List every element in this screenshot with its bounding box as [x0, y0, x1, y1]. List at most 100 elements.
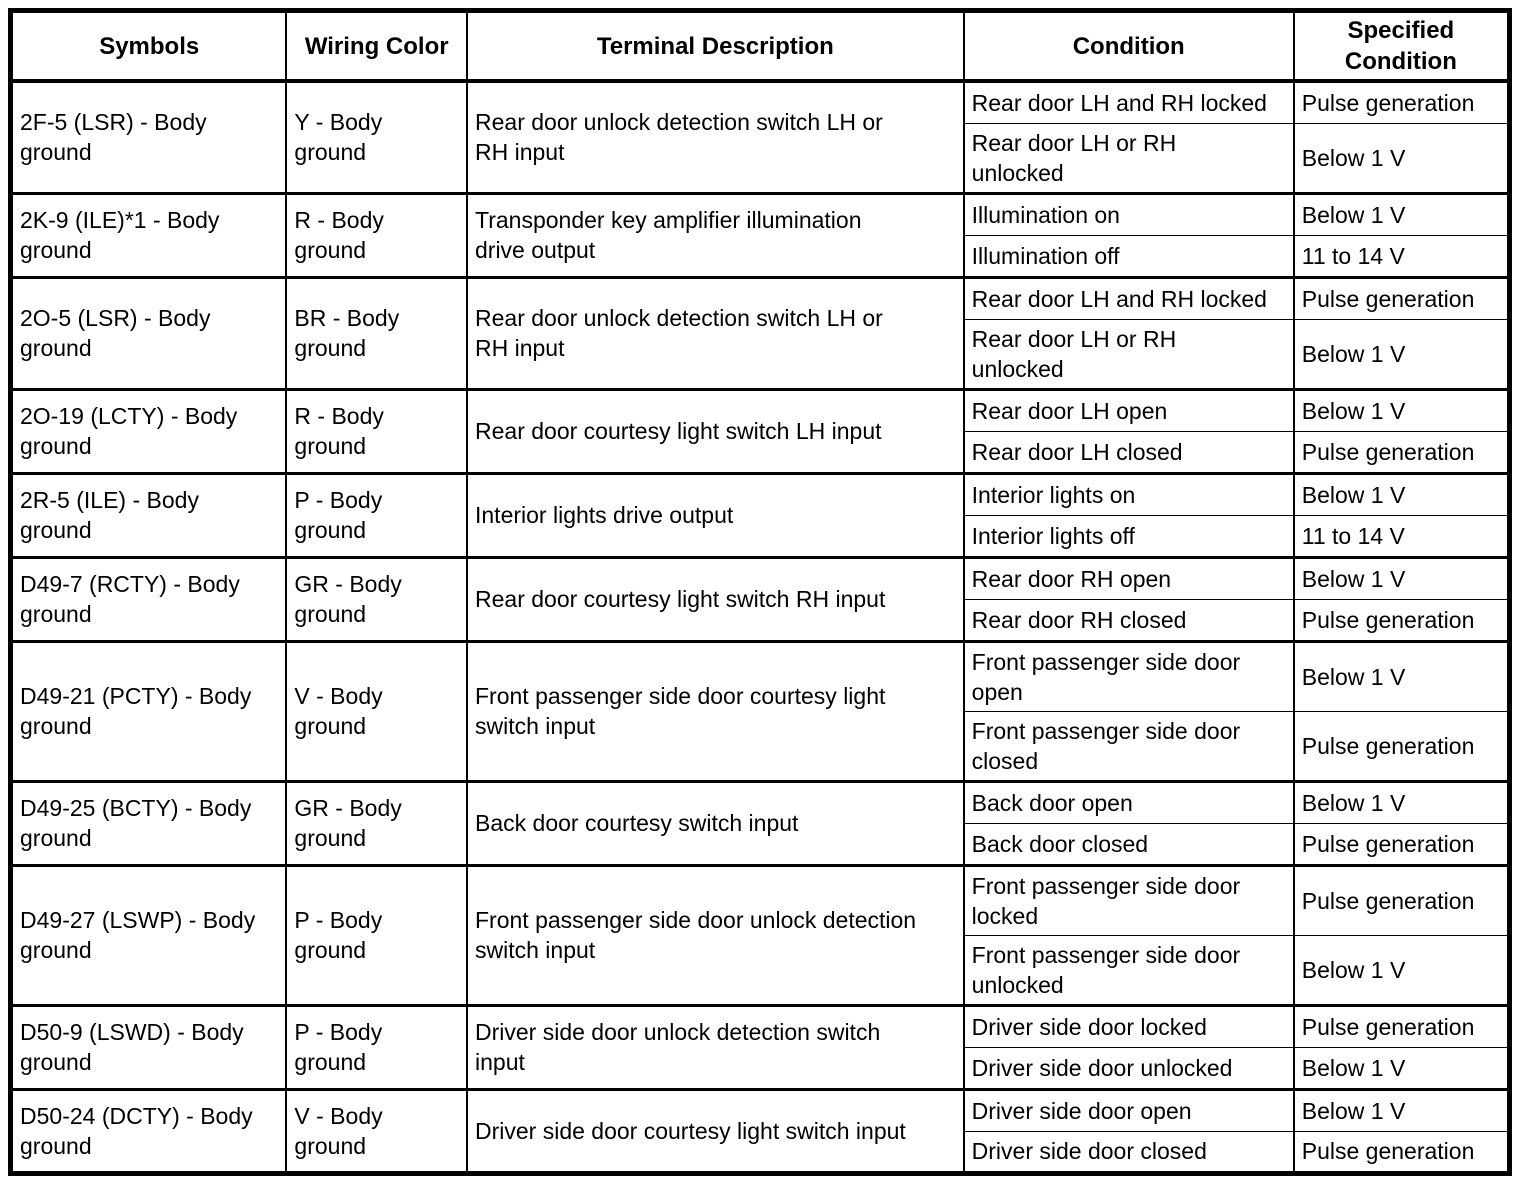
symbol-cell: D49-27 (LSWP) - Body ground [9, 863, 288, 1006]
condition-cell: Front passenger side door closed [962, 710, 1295, 782]
header-row: Symbols Wiring Color Terminal Descriptio… [9, 10, 1511, 83]
condition-cell: Driver side door locked [962, 1003, 1295, 1048]
wiring-color-cell: Y - Body ground [285, 79, 468, 194]
terminal-description-cell: Interior lights drive output [466, 471, 965, 558]
specified-condition-cell: 11 to 14 V [1292, 234, 1511, 278]
specified-condition-cell: Pulse generation [1292, 822, 1511, 866]
condition-cell: Front passenger side door unlocked [962, 934, 1295, 1006]
specified-condition-cell: Below 1 V [1292, 387, 1511, 432]
wiring-color-cell: P - Body ground [285, 1003, 468, 1090]
table-row: 2O-19 (LCTY) - Body ground R - Body grou… [9, 387, 1511, 474]
symbol-cell: D49-25 (BCTY) - Body ground [9, 779, 288, 866]
wiring-color-cell: P - Body ground [285, 471, 468, 558]
terminal-description-cell: Rear door courtesy light switch LH input [466, 387, 965, 474]
column-header-symbols: Symbols [9, 10, 288, 83]
symbol-cell: D49-7 (RCTY) - Body ground [9, 555, 288, 642]
condition-cell: Illumination on [962, 191, 1295, 236]
table-row: Front passenger side door unlocked Below… [11, 934, 1511, 1006]
specified-condition-cell: Below 1 V [1292, 934, 1511, 1006]
table-row: Driver side door unlocked Below 1 V [11, 1046, 1511, 1090]
table-row: D49-7 (RCTY) - Body ground GR - Body gro… [9, 555, 1511, 642]
condition-cell: Rear door LH and RH locked [962, 79, 1295, 124]
table-row: 2F-5 (LSR) - Body ground Y - Body ground… [9, 79, 1511, 194]
condition-cell: Rear door LH closed [962, 430, 1295, 474]
wiring-color-cell: V - Body ground [285, 1087, 468, 1174]
table-row: 2R-5 (ILE) - Body ground P - Body ground… [9, 471, 1511, 558]
table-row: D49-27 (LSWP) - Body ground P - Body gro… [9, 863, 1511, 1006]
terminal-description-cell: Front passenger side door unlock detecti… [466, 863, 965, 1006]
wiring-color-cell: V - Body ground [285, 639, 468, 782]
specified-condition-cell: Pulse generation [1292, 275, 1511, 320]
condition-cell: Back door closed [962, 822, 1295, 866]
table-row: Driver side door closed Pulse generation [11, 1130, 1511, 1174]
column-header-condition: Condition [962, 10, 1295, 83]
terminal-description-cell: Rear door unlock detection switch LH or … [466, 79, 965, 194]
table-row: Back door closed Pulse generation [11, 822, 1511, 866]
specified-condition-cell: Below 1 V [1292, 1087, 1511, 1132]
symbol-cell: 2O-5 (LSR) - Body ground [9, 275, 288, 390]
condition-cell: Rear door LH and RH locked [962, 275, 1295, 320]
condition-cell: Rear door LH or RH unlocked [962, 318, 1295, 390]
condition-cell: Illumination off [962, 234, 1295, 278]
condition-cell: Rear door RH open [962, 555, 1295, 600]
table-row: D49-21 (PCTY) - Body ground V - Body gro… [9, 639, 1511, 782]
table-row: D50-24 (DCTY) - Body ground V - Body gro… [9, 1087, 1511, 1174]
specified-condition-cell: Pulse generation [1292, 79, 1511, 124]
terminal-description-cell: Transponder key amplifier illumination d… [466, 191, 965, 278]
column-header-specified-condition: Specified Condition [1292, 10, 1511, 83]
wiring-color-cell: GR - Body ground [285, 555, 468, 642]
table-row: D50-9 (LSWD) - Body ground P - Body grou… [9, 1003, 1511, 1090]
terminal-description-cell: Driver side door unlock detection switch… [466, 1003, 965, 1090]
specified-condition-cell: Below 1 V [1292, 1046, 1511, 1090]
table-row: Front passenger side door closed Pulse g… [11, 710, 1511, 782]
condition-cell: Driver side door unlocked [962, 1046, 1295, 1090]
column-header-terminal-description: Terminal Description [466, 10, 965, 83]
specified-condition-cell: Below 1 V [1292, 779, 1511, 824]
specified-condition-cell: Below 1 V [1292, 191, 1511, 236]
wiring-color-cell: R - Body ground [285, 191, 468, 278]
wiring-color-cell: P - Body ground [285, 863, 468, 1006]
symbol-cell: D50-24 (DCTY) - Body ground [9, 1087, 288, 1174]
condition-cell: Rear door LH open [962, 387, 1295, 432]
column-header-wiring-color: Wiring Color [285, 10, 468, 83]
condition-cell: Driver side door open [962, 1087, 1295, 1132]
symbol-cell: 2K-9 (ILE)*1 - Body ground [9, 191, 288, 278]
terminal-description-cell: Back door courtesy switch input [466, 779, 965, 866]
specified-condition-cell: Below 1 V [1292, 318, 1511, 390]
condition-cell: Back door open [962, 779, 1295, 824]
terminal-description-cell: Rear door courtesy light switch RH input [466, 555, 965, 642]
specified-condition-cell: Pulse generation [1292, 430, 1511, 474]
specified-condition-cell: 11 to 14 V [1292, 514, 1511, 558]
symbol-cell: D50-9 (LSWD) - Body ground [9, 1003, 288, 1090]
table-row: Illumination off 11 to 14 V [11, 234, 1511, 278]
specified-condition-cell: Below 1 V [1292, 639, 1511, 712]
wiring-color-cell: BR - Body ground [285, 275, 468, 390]
symbol-cell: D49-21 (PCTY) - Body ground [9, 639, 288, 782]
specified-condition-cell: Pulse generation [1292, 710, 1511, 782]
specified-condition-cell: Below 1 V [1292, 555, 1511, 600]
specified-condition-cell: Pulse generation [1292, 1003, 1511, 1048]
condition-cell: Rear door RH closed [962, 598, 1295, 642]
condition-cell: Interior lights on [962, 471, 1295, 516]
condition-cell: Rear door LH or RH unlocked [962, 122, 1295, 194]
wiring-color-cell: R - Body ground [285, 387, 468, 474]
terminal-description-cell: Driver side door courtesy light switch i… [466, 1087, 965, 1174]
symbol-cell: 2F-5 (LSR) - Body ground [9, 79, 288, 194]
table-row: Rear door RH closed Pulse generation [11, 598, 1511, 642]
specified-condition-cell: Pulse generation [1292, 1130, 1511, 1174]
condition-cell: Front passenger side door open [962, 639, 1295, 712]
terminal-description-cell: Rear door unlock detection switch LH or … [466, 275, 965, 390]
condition-cell: Driver side door closed [962, 1130, 1295, 1174]
specified-condition-cell: Below 1 V [1292, 471, 1511, 516]
table-row: Interior lights off 11 to 14 V [11, 514, 1511, 558]
terminal-specification-table: Symbols Wiring Color Terminal Descriptio… [8, 8, 1512, 1176]
table-row: D49-25 (BCTY) - Body ground GR - Body gr… [9, 779, 1511, 866]
symbol-cell: 2R-5 (ILE) - Body ground [9, 471, 288, 558]
specified-condition-cell: Pulse generation [1292, 863, 1511, 936]
condition-cell: Interior lights off [962, 514, 1295, 558]
terminal-description-cell: Front passenger side door courtesy light… [466, 639, 965, 782]
table-row: Rear door LH or RH unlocked Below 1 V [11, 122, 1511, 194]
table-row: 2O-5 (LSR) - Body ground BR - Body groun… [9, 275, 1511, 390]
table-row: Rear door LH or RH unlocked Below 1 V [11, 318, 1511, 390]
specified-condition-cell: Below 1 V [1292, 122, 1511, 194]
